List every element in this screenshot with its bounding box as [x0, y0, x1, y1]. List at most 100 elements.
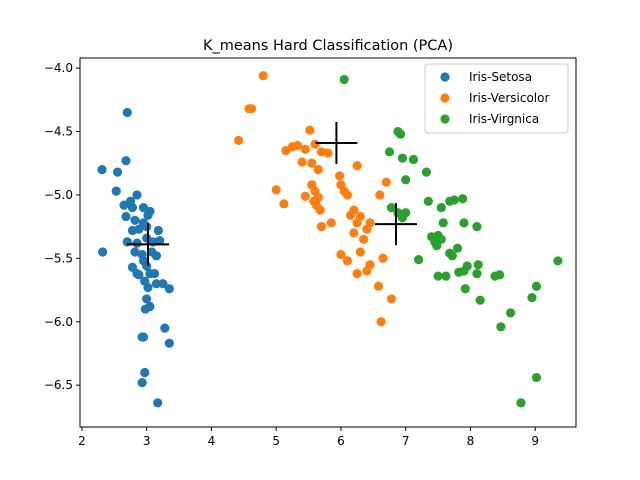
data-point	[473, 260, 483, 270]
data-point	[386, 294, 397, 304]
data-point	[132, 190, 142, 200]
data-point	[342, 256, 353, 266]
data-point	[414, 255, 424, 265]
data-point	[121, 211, 131, 222]
data-point	[459, 218, 469, 228]
data-point	[258, 71, 268, 81]
data-point	[336, 249, 346, 260]
data-point	[441, 271, 451, 281]
data-point	[246, 104, 257, 114]
data-point	[315, 205, 325, 215]
data-point	[279, 199, 289, 209]
y-tick-label: −4.0	[44, 61, 73, 75]
y-tick-label: −4.5	[44, 125, 73, 139]
data-point	[127, 262, 138, 272]
data-point	[130, 215, 140, 225]
data-point	[145, 301, 155, 312]
legend-box	[424, 63, 569, 134]
data-point	[436, 203, 446, 213]
chart-title: K_means Hard Classification (PCA)	[203, 38, 453, 54]
legend-label-versicolor: Iris-Versicolor	[469, 91, 549, 105]
data-point	[452, 243, 463, 253]
x-axis: 2 3 4 5 6 7 8 9	[78, 427, 539, 448]
data-point	[376, 317, 386, 327]
legend-marker-virginica	[440, 114, 450, 124]
data-point	[112, 167, 123, 177]
data-point	[234, 135, 244, 146]
legend-marker-setosa	[440, 72, 450, 82]
data-point	[527, 293, 537, 303]
x-tick-label: 7	[402, 434, 410, 448]
data-point	[516, 398, 526, 408]
data-point	[359, 234, 369, 244]
data-point	[352, 268, 362, 279]
data-point	[381, 177, 391, 187]
x-tick-label: 3	[143, 434, 151, 448]
data-point	[384, 147, 395, 157]
data-point	[121, 156, 131, 166]
data-point	[421, 167, 432, 177]
data-point	[271, 185, 281, 195]
data-point	[153, 225, 163, 236]
data-point	[438, 218, 448, 228]
legend-label-setosa: Iris-Setosa	[469, 70, 532, 84]
x-tick-label: 8	[467, 434, 475, 448]
y-tick-label: −6.5	[44, 378, 73, 392]
data-point	[362, 266, 372, 276]
plot-frame	[79, 57, 577, 428]
data-point	[316, 222, 327, 232]
data-point	[155, 235, 165, 246]
data-point	[433, 271, 443, 281]
data-point	[346, 210, 356, 220]
y-axis: −4.0 −4.5 −5.0 −5.5 −6.0 −6.5	[44, 61, 80, 392]
data-point	[300, 144, 310, 154]
data-point	[142, 294, 152, 304]
data-point	[164, 338, 174, 348]
data-point	[378, 253, 388, 263]
data-point	[127, 203, 138, 213]
centroid-marker	[315, 121, 358, 164]
data-point	[395, 129, 406, 139]
data-points	[97, 71, 563, 408]
data-point	[553, 256, 563, 266]
data-point	[432, 241, 442, 251]
data-point	[164, 284, 174, 294]
y-tick-label: −5.5	[44, 251, 73, 265]
x-tick-label: 9	[531, 434, 539, 448]
data-point	[397, 153, 408, 163]
legend-label-virginica: Iris-Virgnica	[469, 112, 539, 126]
data-point	[349, 228, 359, 238]
data-point	[494, 270, 505, 280]
data-point	[397, 213, 408, 223]
data-point	[472, 222, 482, 232]
data-point	[151, 251, 162, 261]
data-point	[300, 191, 310, 201]
data-point	[506, 308, 516, 318]
data-point	[375, 190, 385, 200]
data-point	[140, 367, 150, 378]
y-tick-label: −6.0	[44, 315, 73, 329]
data-point	[98, 247, 108, 257]
centroid-marker	[374, 203, 417, 246]
data-point	[111, 186, 121, 196]
data-point	[460, 284, 470, 294]
data-point	[134, 224, 144, 234]
data-point	[151, 279, 162, 289]
data-point	[313, 164, 323, 175]
data-point	[449, 195, 459, 205]
data-point	[454, 267, 464, 277]
data-point	[137, 378, 147, 388]
data-point	[142, 261, 152, 271]
data-point	[352, 161, 362, 171]
data-point	[373, 281, 384, 291]
data-point	[386, 203, 397, 213]
data-point	[134, 270, 144, 280]
data-point	[531, 372, 542, 383]
legend: Iris-Setosa Iris-Versicolor Iris-Virgnic…	[424, 63, 569, 134]
data-point	[475, 295, 485, 305]
data-point	[339, 74, 349, 85]
legend-marker-versicolor	[440, 93, 450, 103]
data-point	[132, 238, 142, 248]
data-point	[281, 145, 291, 156]
